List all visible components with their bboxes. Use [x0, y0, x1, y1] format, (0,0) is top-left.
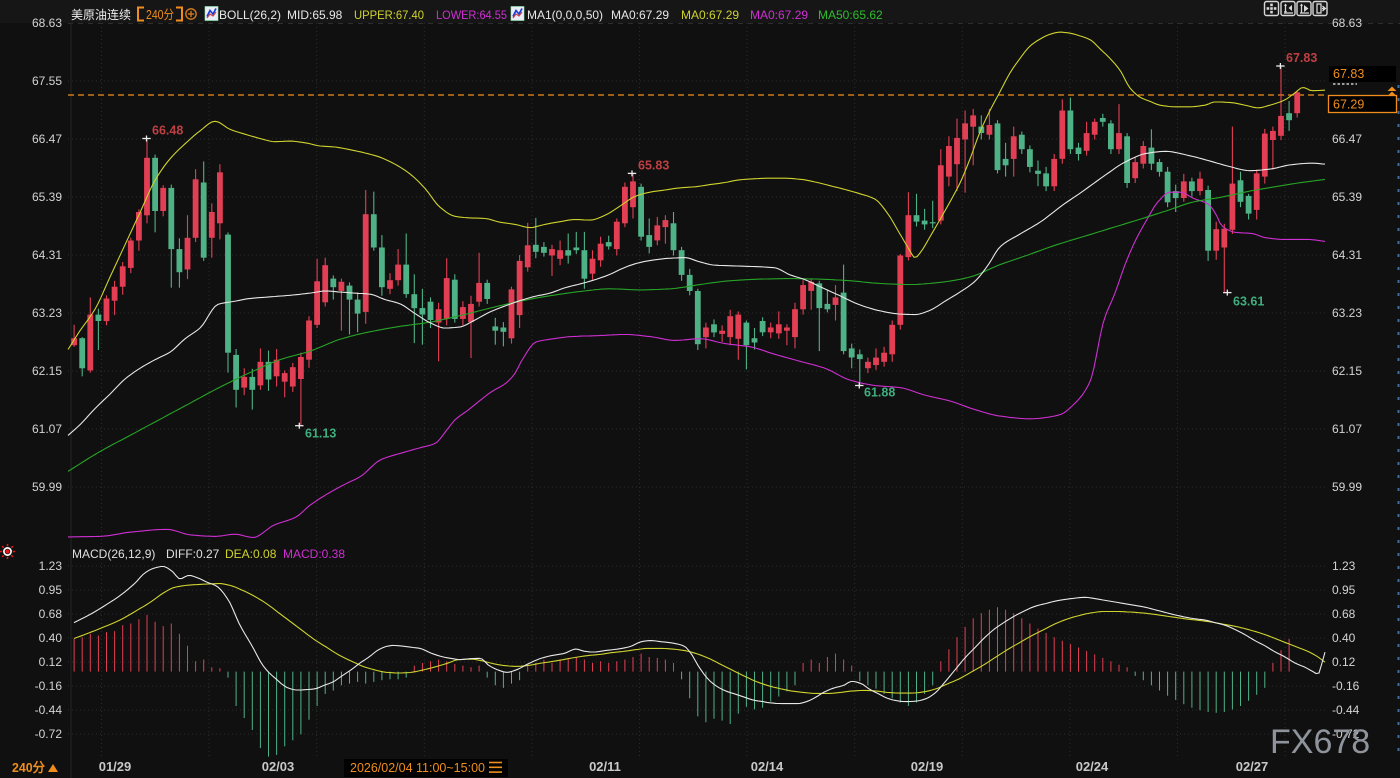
svg-text:01/29: 01/29 — [99, 759, 132, 774]
svg-text:DIFF:0.27: DIFF:0.27 — [166, 547, 220, 561]
svg-text:-0.16: -0.16 — [35, 679, 63, 693]
svg-text:1.23: 1.23 — [39, 559, 63, 573]
svg-text:68.63: 68.63 — [32, 16, 62, 30]
svg-text:02/03: 02/03 — [262, 759, 295, 774]
svg-text:0.40: 0.40 — [39, 631, 63, 645]
svg-text:MID:65.98: MID:65.98 — [287, 8, 343, 22]
svg-text:68.63: 68.63 — [1332, 16, 1362, 30]
svg-text:-0.16: -0.16 — [1332, 679, 1360, 693]
svg-text:64.31: 64.31 — [32, 248, 62, 262]
svg-text:67.55: 67.55 — [32, 74, 62, 88]
svg-text:LOWER:64.55: LOWER:64.55 — [436, 8, 507, 22]
svg-text:0.68: 0.68 — [39, 607, 63, 621]
svg-text:UPPER:67.40: UPPER:67.40 — [354, 8, 424, 22]
svg-text:65.39: 65.39 — [32, 190, 62, 204]
svg-text:BOLL(26,2): BOLL(26,2) — [219, 8, 281, 22]
svg-text:67.83: 67.83 — [1333, 67, 1364, 81]
svg-text:63.61: 63.61 — [1233, 295, 1264, 309]
svg-text:62.15: 62.15 — [32, 364, 62, 378]
svg-text:61.07: 61.07 — [1332, 422, 1362, 436]
svg-text:02/14: 02/14 — [751, 759, 784, 774]
svg-text:MACD:0.38: MACD:0.38 — [283, 547, 345, 561]
svg-text:-0.72: -0.72 — [1332, 727, 1360, 741]
svg-text:240分: 240分 — [12, 760, 45, 775]
svg-text:61.13: 61.13 — [305, 427, 336, 441]
svg-text:-0.44: -0.44 — [35, 703, 63, 717]
svg-text:65.83: 65.83 — [638, 158, 669, 172]
svg-text:61.88: 61.88 — [864, 386, 895, 400]
svg-text:MA1(0,0,0,50): MA1(0,0,0,50) — [527, 8, 603, 22]
svg-text:67.29: 67.29 — [1333, 98, 1364, 112]
svg-text:DEA:0.08: DEA:0.08 — [225, 547, 277, 561]
svg-text:61.07: 61.07 — [32, 422, 62, 436]
svg-text:0.12: 0.12 — [1332, 655, 1356, 669]
svg-text:美原油连续: 美原油连续 — [71, 7, 131, 22]
svg-text:63.23: 63.23 — [32, 306, 62, 320]
svg-text:66.47: 66.47 — [32, 132, 62, 146]
svg-text:FX678: FX678 — [1270, 723, 1370, 761]
svg-text:-0.72: -0.72 — [35, 727, 63, 741]
svg-text:MACD(26,12,9): MACD(26,12,9) — [72, 547, 155, 561]
svg-text:1.23: 1.23 — [1332, 559, 1356, 573]
svg-text:MA0:67.29: MA0:67.29 — [611, 8, 669, 22]
svg-text:-0.44: -0.44 — [1332, 703, 1360, 717]
svg-text:0.95: 0.95 — [1332, 583, 1356, 597]
svg-text:2026/02/04 11:00~15:00: 2026/02/04 11:00~15:00 — [350, 761, 485, 775]
svg-text:66.48: 66.48 — [152, 124, 183, 138]
svg-text:02/27: 02/27 — [1236, 759, 1269, 774]
svg-text:63.23: 63.23 — [1332, 306, 1362, 320]
svg-text:MA0:67.29: MA0:67.29 — [750, 8, 808, 22]
svg-text:67.83: 67.83 — [1286, 51, 1317, 65]
svg-text:59.99: 59.99 — [1332, 480, 1362, 494]
svg-text:0.68: 0.68 — [1332, 607, 1356, 621]
svg-text:0.12: 0.12 — [39, 655, 63, 669]
svg-text:MA0:67.29: MA0:67.29 — [681, 8, 739, 22]
svg-text:59.99: 59.99 — [32, 480, 62, 494]
svg-text:02/19: 02/19 — [911, 759, 944, 774]
svg-text:02/11: 02/11 — [589, 759, 621, 774]
svg-text:62.15: 62.15 — [1332, 364, 1362, 378]
svg-text:64.31: 64.31 — [1332, 248, 1362, 262]
svg-text:02/24: 02/24 — [1076, 759, 1109, 774]
svg-text:240分: 240分 — [146, 8, 174, 22]
svg-text:65.39: 65.39 — [1332, 190, 1362, 204]
svg-text:MA50:65.62: MA50:65.62 — [818, 8, 883, 22]
svg-text:0.40: 0.40 — [1332, 631, 1356, 645]
svg-text:0.95: 0.95 — [39, 583, 63, 597]
svg-text:66.47: 66.47 — [1332, 132, 1362, 146]
